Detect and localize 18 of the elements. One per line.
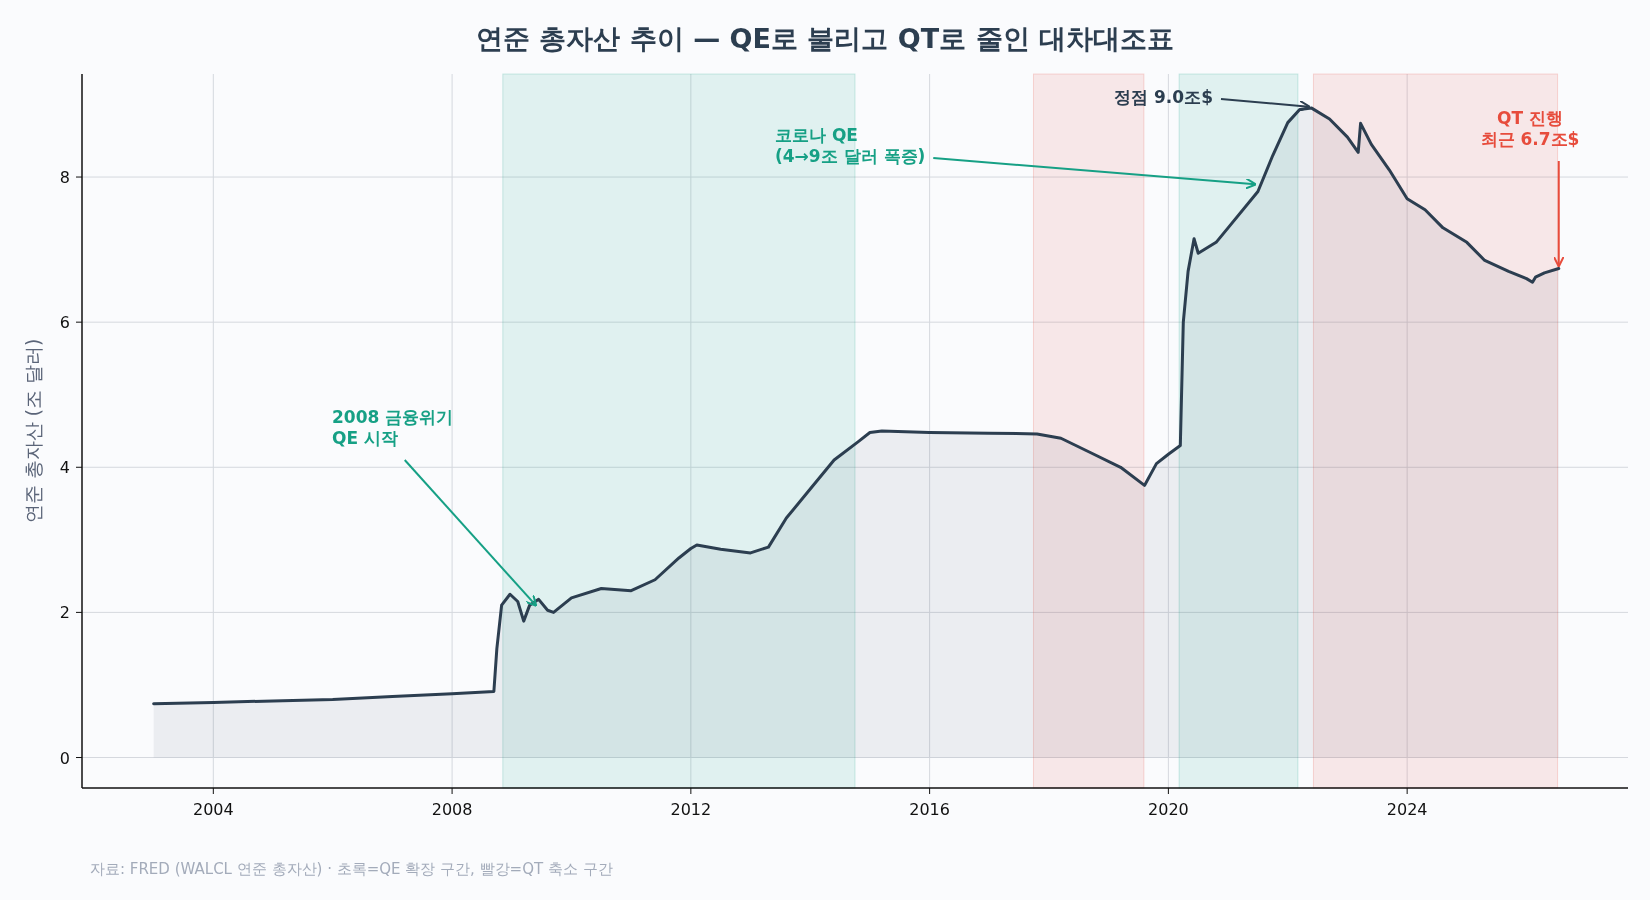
annotation: 2008 금융위기 QE 시작 xyxy=(332,407,454,448)
y-tick-label: 6 xyxy=(59,313,70,333)
x-tick-label: 2024 xyxy=(1386,800,1428,819)
annotation: QT 진행 최근 6.7조$ xyxy=(1480,108,1580,149)
x-tick-label: 2008 xyxy=(431,800,473,819)
text: 자료: FRED (WALCL 연준 총자산) · 초록=QE 확장 구간, 빨강=QT 축소 구간 xyxy=(90,860,613,878)
y-tick-label: 2 xyxy=(59,603,70,623)
chart-title: 연준 총자산 추이 — QE로 불리고 QT로 줄인 대차대조표 xyxy=(476,23,1174,54)
y-tick-label: 8 xyxy=(59,168,70,188)
annotation: 정점 9.0조$ xyxy=(1114,87,1213,107)
annotation: 코로나 QE (4→9조 달러 폭증) xyxy=(775,125,926,166)
x-tick-label: 2012 xyxy=(670,800,712,819)
y-tick-label: 4 xyxy=(59,458,70,478)
y-axis-title: 연준 총자산 (조 달러) xyxy=(22,338,44,524)
x-tick-label: 2020 xyxy=(1148,800,1189,819)
x-tick-label: 2004 xyxy=(192,800,234,819)
x-tick-label: 2016 xyxy=(909,800,950,819)
y-tick-label: 0 xyxy=(59,748,70,768)
